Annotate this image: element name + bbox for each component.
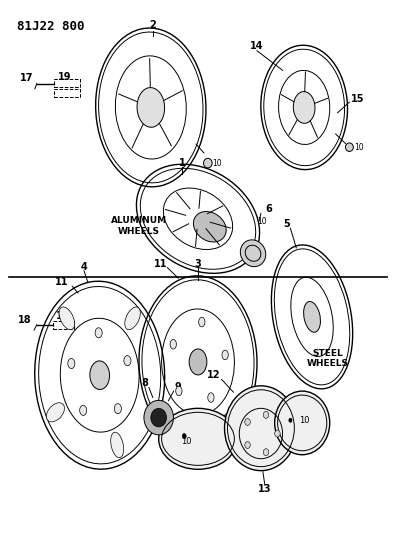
Text: 10: 10 [181, 437, 191, 446]
Ellipse shape [59, 307, 74, 330]
Ellipse shape [240, 240, 266, 266]
Ellipse shape [182, 433, 186, 439]
Text: 9: 9 [174, 382, 181, 392]
Text: 8: 8 [232, 401, 239, 411]
Text: 10: 10 [257, 217, 267, 226]
Text: 4: 4 [81, 262, 88, 271]
Ellipse shape [345, 143, 353, 151]
Ellipse shape [263, 411, 269, 418]
Ellipse shape [46, 403, 65, 422]
Ellipse shape [68, 359, 75, 368]
Ellipse shape [275, 391, 330, 455]
Ellipse shape [144, 400, 173, 435]
Ellipse shape [151, 408, 167, 427]
Text: ALUMINUM
WHEELS: ALUMINUM WHEELS [111, 216, 167, 236]
Ellipse shape [304, 302, 320, 332]
Ellipse shape [189, 349, 207, 375]
Ellipse shape [125, 307, 140, 330]
Ellipse shape [90, 361, 110, 390]
Ellipse shape [170, 340, 176, 349]
Text: 18: 18 [18, 314, 32, 325]
Ellipse shape [225, 386, 297, 471]
Text: 11: 11 [55, 277, 68, 287]
Ellipse shape [193, 212, 226, 242]
Text: 10: 10 [299, 416, 309, 425]
Ellipse shape [208, 393, 214, 402]
Text: STEEL
WHEELS: STEEL WHEELS [307, 349, 349, 368]
Ellipse shape [124, 356, 131, 366]
Text: 16: 16 [301, 413, 315, 423]
Text: 6: 6 [265, 204, 272, 214]
Text: 3: 3 [194, 259, 202, 269]
Text: 19: 19 [58, 72, 72, 82]
Ellipse shape [80, 405, 87, 415]
Ellipse shape [111, 432, 124, 458]
Text: 17: 17 [20, 73, 34, 83]
Ellipse shape [293, 92, 315, 123]
Ellipse shape [245, 442, 250, 448]
Text: 2: 2 [149, 20, 156, 30]
Text: 8: 8 [141, 378, 148, 388]
Text: 13: 13 [258, 484, 272, 494]
Text: 15: 15 [350, 94, 364, 104]
Ellipse shape [95, 328, 102, 338]
Text: 5: 5 [283, 219, 290, 229]
Ellipse shape [263, 449, 269, 456]
Ellipse shape [159, 408, 237, 470]
Text: 12: 12 [207, 370, 221, 380]
Text: 10: 10 [212, 159, 221, 167]
Ellipse shape [114, 403, 122, 414]
Text: 1: 1 [179, 158, 186, 168]
Text: 11: 11 [55, 311, 69, 321]
Text: 11: 11 [154, 259, 168, 269]
Ellipse shape [199, 317, 205, 327]
Ellipse shape [289, 418, 292, 422]
Ellipse shape [137, 87, 165, 127]
Text: 10: 10 [354, 143, 364, 152]
Ellipse shape [275, 430, 280, 437]
Ellipse shape [204, 158, 212, 168]
Text: 14: 14 [250, 42, 264, 52]
Ellipse shape [176, 386, 182, 395]
Text: 81J22 800: 81J22 800 [17, 20, 85, 33]
Ellipse shape [222, 350, 228, 360]
Ellipse shape [245, 418, 250, 425]
